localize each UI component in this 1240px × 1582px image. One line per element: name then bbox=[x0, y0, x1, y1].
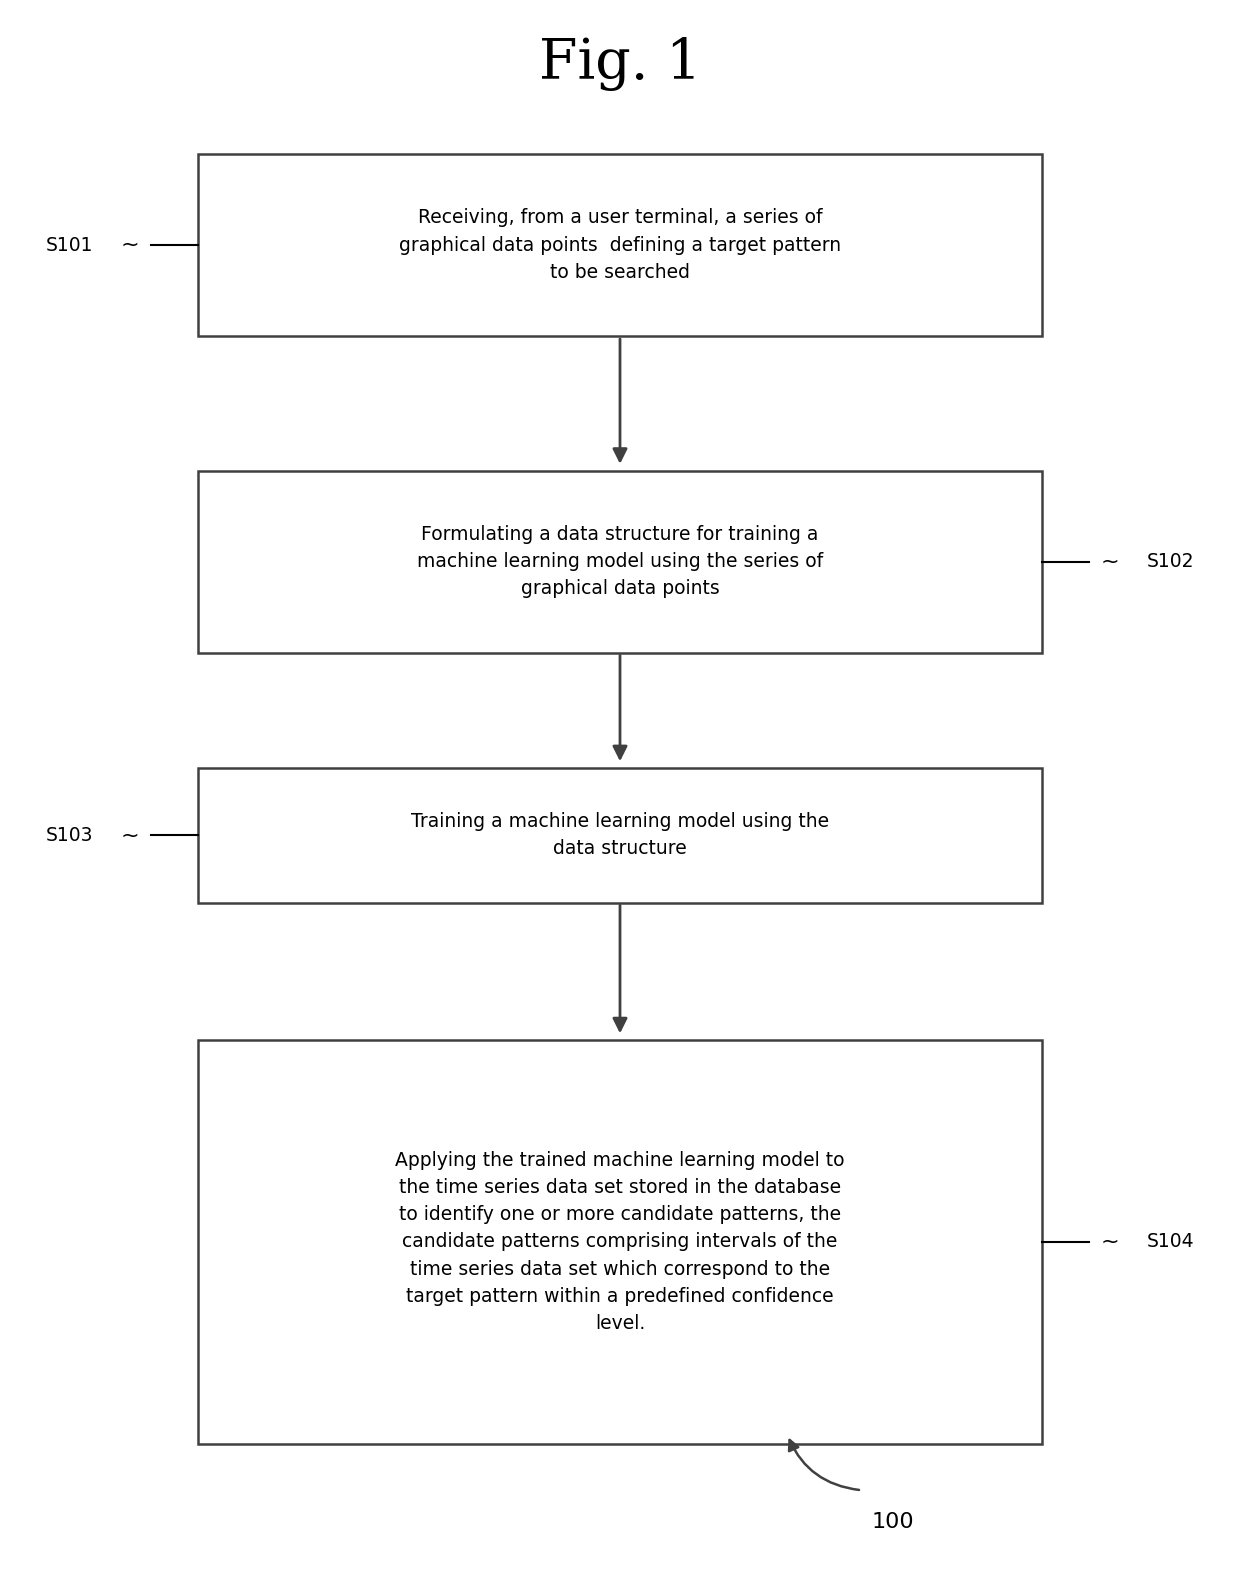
Text: ~: ~ bbox=[1100, 552, 1120, 571]
Text: 100: 100 bbox=[872, 1512, 914, 1531]
FancyArrowPatch shape bbox=[789, 1440, 859, 1490]
Text: Formulating a data structure for training a
machine learning model using the ser: Formulating a data structure for trainin… bbox=[417, 525, 823, 598]
Text: ~: ~ bbox=[1100, 1232, 1120, 1251]
Bar bbox=[198, 470, 1042, 652]
Text: S102: S102 bbox=[1147, 552, 1194, 571]
Text: S104: S104 bbox=[1147, 1232, 1194, 1251]
Text: S103: S103 bbox=[46, 826, 93, 845]
Text: ~: ~ bbox=[120, 826, 140, 845]
Text: S101: S101 bbox=[46, 236, 93, 255]
Text: Training a machine learning model using the
data structure: Training a machine learning model using … bbox=[410, 812, 830, 859]
Bar bbox=[198, 769, 1042, 902]
Text: Receiving, from a user terminal, a series of
graphical data points  defining a t: Receiving, from a user terminal, a serie… bbox=[399, 209, 841, 282]
Text: Fig. 1: Fig. 1 bbox=[539, 36, 701, 90]
Bar bbox=[198, 153, 1042, 335]
Bar bbox=[198, 1041, 1042, 1443]
Text: Applying the trained machine learning model to
the time series data set stored i: Applying the trained machine learning mo… bbox=[396, 1150, 844, 1334]
Text: ~: ~ bbox=[120, 236, 140, 255]
